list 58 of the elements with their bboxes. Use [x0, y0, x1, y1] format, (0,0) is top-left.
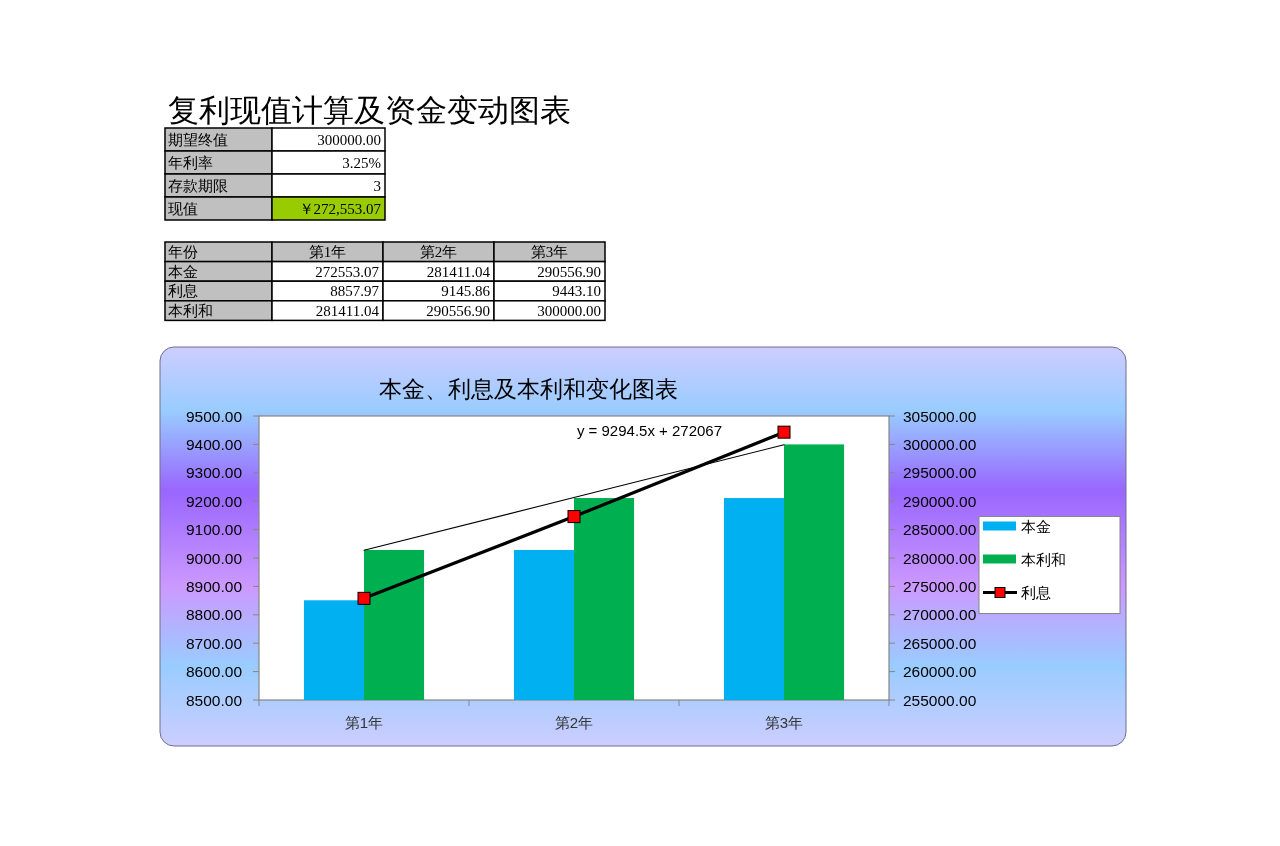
text: 现值	[168, 201, 198, 217]
text: 复利现值计算及资金变动图表	[168, 93, 571, 128]
y-tick-label: 8900.00	[185, 577, 243, 595]
legend-label: 本利和	[1021, 551, 1066, 568]
text: 3	[373, 178, 381, 194]
y-tick-label: 9300.00	[185, 464, 243, 482]
text: 300000.00	[537, 302, 601, 319]
text: 272553.07	[315, 263, 380, 280]
y2-tick-label: 265000.00	[903, 634, 977, 652]
text: 本金	[168, 263, 198, 280]
text: ￥272,553.07	[298, 201, 382, 217]
text: 利息	[168, 283, 198, 300]
y2-tick-label: 280000.00	[903, 549, 977, 567]
y2-tick-label: 305000.00	[903, 407, 977, 425]
y2-tick-label: 295000.00	[903, 464, 977, 482]
legend-label: 利息	[1021, 584, 1051, 601]
text: 存款期限	[168, 178, 228, 194]
legend-label: 本金	[1021, 518, 1051, 535]
x-tick-label: 第2年	[554, 714, 594, 731]
point	[777, 425, 791, 439]
category-label: 第2年	[419, 244, 458, 260]
text: 8857.97	[330, 283, 380, 300]
y2-tick-label: 260000.00	[903, 663, 977, 681]
y2-tick-label: 300000.00	[903, 435, 977, 453]
y2-tick-label: 270000.00	[903, 606, 977, 624]
text: 290556.90	[537, 263, 601, 280]
point	[357, 591, 371, 605]
chart-title: 本金、利息及本利和变化图表	[378, 376, 678, 402]
text: 3.25%	[342, 155, 381, 171]
y-tick-label: 9400.00	[185, 435, 243, 453]
y2-tick-label: 275000.00	[903, 577, 977, 595]
text: 本利和	[168, 302, 213, 319]
y-tick-label: 8800.00	[185, 606, 243, 624]
y-tick-label: 8500.00	[185, 691, 243, 709]
y-tick-label: 9200.00	[185, 492, 243, 510]
category-label: 第1年	[308, 244, 347, 260]
y2-tick-label: 255000.00	[903, 691, 977, 709]
x-tick-label: 第3年	[764, 714, 804, 731]
y-tick-label: 9500.00	[185, 407, 243, 425]
text: 290556.90	[426, 302, 490, 319]
y2-tick-label: 290000.00	[903, 492, 977, 510]
y-tick-label: 8700.00	[185, 634, 243, 652]
category-label: 第3年	[530, 244, 569, 260]
y-tick-label: 9000.00	[185, 549, 243, 567]
text: 300000.00	[317, 132, 381, 148]
text: 年利率	[168, 155, 213, 171]
text: 281411.04	[426, 263, 491, 280]
y-tick-label: 8600.00	[185, 663, 243, 681]
text: 期望终值	[168, 132, 228, 148]
annotation: y = 9294.5x + 272067	[576, 422, 723, 439]
y2-tick-label: 285000.00	[903, 521, 977, 539]
x-tick-label: 第1年	[344, 714, 384, 731]
category-label: 年份	[168, 244, 198, 260]
y-tick-label: 9100.00	[185, 521, 243, 539]
text: 9145.86	[441, 283, 491, 300]
point	[567, 510, 581, 524]
text: 281411.04	[315, 302, 380, 319]
text: 9443.10	[552, 283, 601, 300]
